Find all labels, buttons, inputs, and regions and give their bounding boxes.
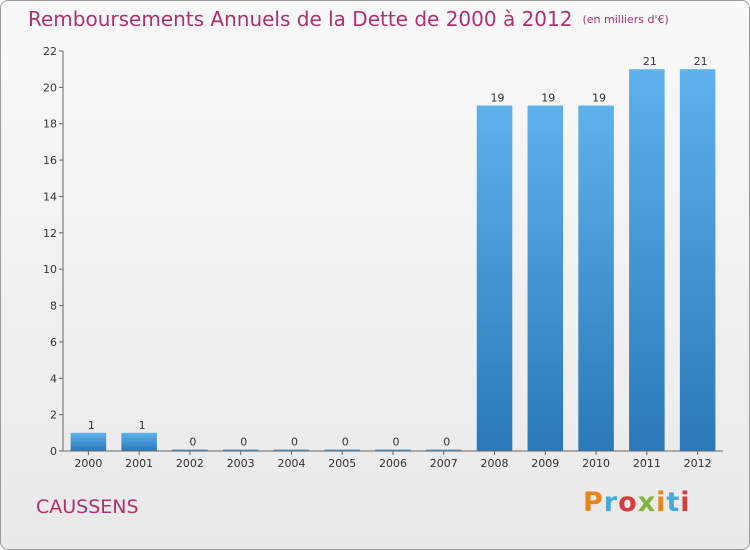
bar-2006 [375,449,411,451]
bar-value-label: 0 [393,436,400,449]
commune-name: CAUSSENS [36,496,139,518]
bar-2005 [324,449,360,451]
x-tick-label: 2005 [328,457,356,470]
y-tick-label: 10 [43,263,57,276]
bar-2011 [629,69,665,451]
y-tick-label: 0 [50,445,57,458]
bar-value-label: 0 [291,436,298,449]
x-tick-label: 2008 [481,457,509,470]
bar-2007 [426,449,462,451]
bar-2012 [679,69,716,451]
y-tick-label: 8 [50,300,57,313]
bar-value-label: 19 [541,92,555,105]
logo-letter: i [656,487,667,518]
x-tick-label: 2011 [633,457,661,470]
bar-value-label: 1 [88,419,95,432]
bar-2003 [222,449,259,451]
bar-value-label: 19 [592,92,606,105]
logo-letter: x [637,487,657,518]
bar-value-label: 0 [189,436,196,449]
logo-letter: t [666,487,681,518]
x-tick-label: 2012 [684,457,712,470]
x-tick-label: 2010 [582,457,610,470]
x-tick-label: 2009 [531,457,559,470]
x-tick-label: 2006 [379,457,407,470]
logo-letter: i [680,487,691,518]
x-axis: 2000 2001 2002 2003 2004 2005 2006 2007 2008 2009… [63,450,723,470]
y-tick-label: 4 [50,372,57,385]
bar-value-label: 21 [643,55,657,68]
bar-value-label: 0 [342,436,349,449]
chart-unit: (en milliers d'€) [582,13,669,26]
logo-letter: P [583,487,604,518]
bar-2001 [121,432,157,451]
bar-2004 [273,449,310,451]
bar-value-label: 0 [240,436,247,449]
bar-value-label: 1 [139,419,146,432]
x-tick-label: 2000 [74,457,102,470]
y-tick-label: 2 [50,409,57,422]
y-tick-label: 18 [43,118,57,131]
bars: 1 1 0 0 0 0 0 0 19 19 19 21 21 [70,55,716,451]
x-tick-label: 2002 [176,457,204,470]
y-tick-label: 12 [43,227,57,240]
x-tick-label: 2007 [430,457,458,470]
bar-2000 [70,432,107,451]
title-line: Remboursements Annuels de la Dette de 20… [28,7,669,31]
chart-title: Remboursements Annuels de la Dette de 20… [28,7,573,31]
y-tick-label: 14 [43,190,57,203]
y-axis: 0 2 4 6 8 10 12 14 16 18 20 22 [43,45,64,458]
bar-2008 [476,105,513,451]
logo-letter: r [603,487,619,518]
proxiti-logo: Proxiti [583,487,691,518]
bar-value-label: 19 [491,92,505,105]
logo-letter: o [618,487,638,518]
bar-2010 [578,105,614,451]
y-tick-label: 6 [50,336,57,349]
y-tick-label: 20 [43,81,57,94]
bar-value-label: 21 [694,55,708,68]
x-tick-label: 2003 [227,457,255,470]
y-tick-label: 16 [43,154,57,167]
bar-2002 [172,449,208,451]
bar-value-label: 0 [443,436,450,449]
x-tick-label: 2001 [125,457,153,470]
bar-2009 [527,105,564,451]
y-tick-label: 22 [43,45,57,58]
x-tick-label: 2004 [277,457,305,470]
